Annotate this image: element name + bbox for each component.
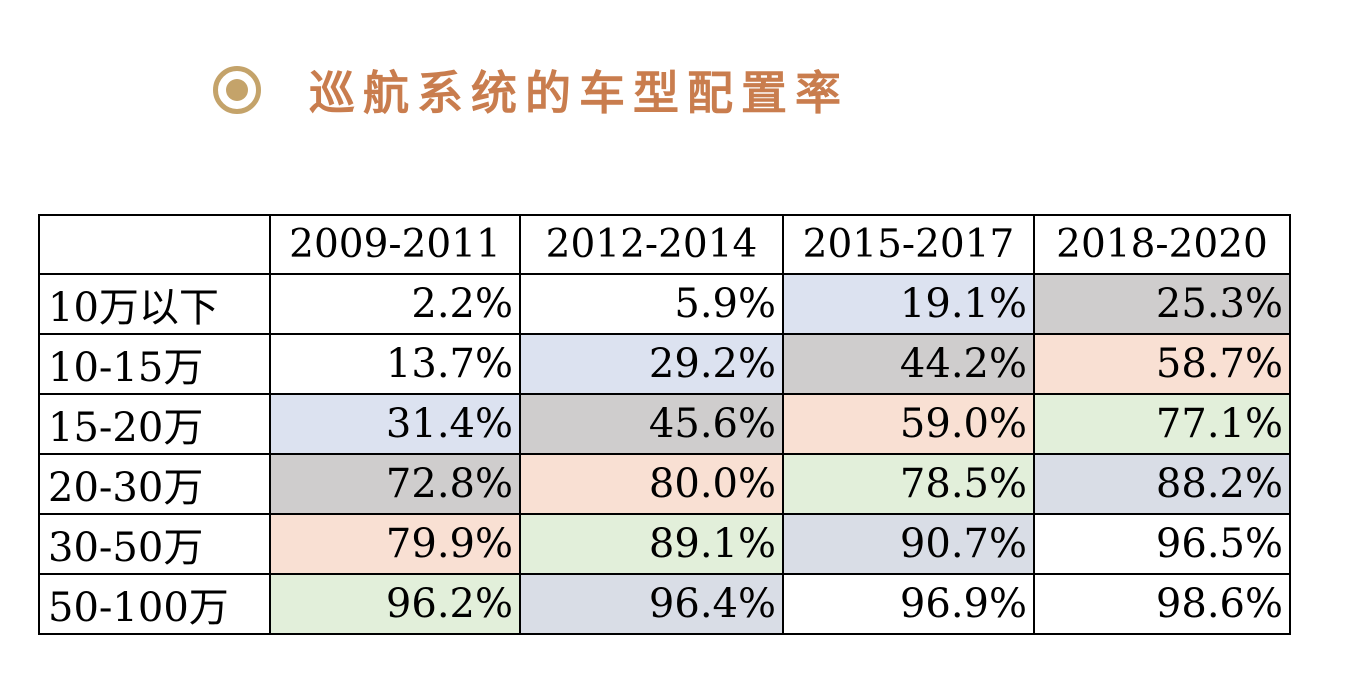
header-row: 2009-2011 2012-2014 2015-2017 2018-2020 [38,214,1291,275]
rate-cell: 96.9% [782,573,1035,635]
rate-cell: 25.3% [1033,273,1291,335]
page-title: 巡航系统的车型配置率 [309,66,849,120]
rate-cell: 19.1% [782,273,1035,335]
table-row: 10万以下 2.2% 5.9% 19.1% 25.3% [38,273,1291,335]
row-label: 10-15万 [38,333,271,395]
rate-cell: 13.7% [269,333,521,395]
row-label: 20-30万 [38,453,271,515]
rate-cell: 90.7% [782,513,1035,575]
rate-cell: 72.8% [269,453,521,515]
row-label: 15-20万 [38,393,271,455]
configuration-rate-table: 2009-2011 2012-2014 2015-2017 2018-2020 … [38,214,1291,635]
rate-cell: 89.1% [519,513,784,575]
rate-cell: 45.6% [519,393,784,455]
rate-cell: 31.4% [269,393,521,455]
rate-cell: 59.0% [782,393,1035,455]
row-label: 10万以下 [38,273,271,335]
table-row: 50-100万 96.2% 96.4% 96.9% 98.6% [38,573,1291,635]
table-row: 20-30万 72.8% 80.0% 78.5% 88.2% [38,453,1291,515]
column-header: 2015-2017 [782,214,1035,275]
rate-cell: 88.2% [1033,453,1291,515]
rate-cell: 96.4% [519,573,784,635]
rate-cell: 77.1% [1033,393,1291,455]
table-body: 10万以下 2.2% 5.9% 19.1% 25.3% 10-15万 13.7% 29.2% 4… [38,273,1291,635]
rate-cell: 96.5% [1033,513,1291,575]
column-header: 2012-2014 [519,214,784,275]
rate-cell: 2.2% [269,273,521,335]
corner-cell [38,214,271,275]
rate-cell: 5.9% [519,273,784,335]
table-row: 15-20万 31.4% 45.6% 59.0% 77.1% [38,393,1291,455]
rate-cell: 29.2% [519,333,784,395]
rate-cell: 58.7% [1033,333,1291,395]
rate-cell: 44.2% [782,333,1035,395]
table-row: 10-15万 13.7% 29.2% 44.2% 58.7% [38,333,1291,395]
row-label: 30-50万 [38,513,271,575]
column-header: 2018-2020 [1033,214,1291,275]
radio-bullet-icon [213,66,261,114]
table-row: 30-50万 79.9% 89.1% 90.7% 96.5% [38,513,1291,575]
column-header: 2009-2011 [269,214,521,275]
row-label: 50-100万 [38,573,271,635]
rate-cell: 98.6% [1033,573,1291,635]
rate-cell: 96.2% [269,573,521,635]
rate-cell: 78.5% [782,453,1035,515]
rate-cell: 80.0% [519,453,784,515]
title-row: 巡航系统的车型配置率 [213,55,849,125]
rate-cell: 79.9% [269,513,521,575]
